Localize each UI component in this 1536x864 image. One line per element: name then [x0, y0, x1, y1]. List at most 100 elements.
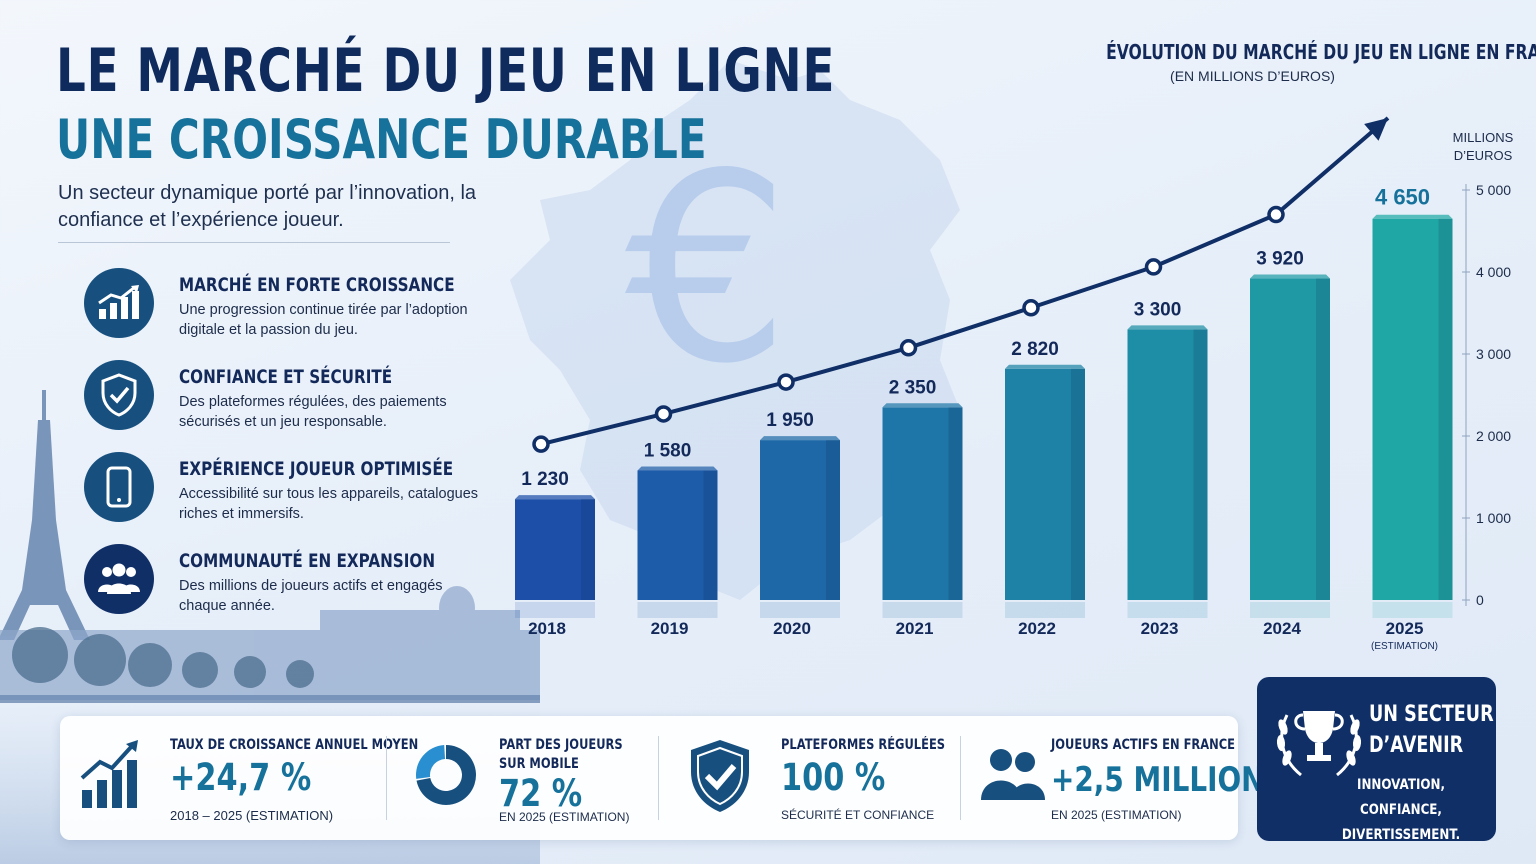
chart-title: ÉVOLUTION DU MARCHÉ DU JEU EN LIGNE EN F…: [1106, 40, 1536, 64]
players-icon: [981, 749, 1045, 800]
y-axis-label: MILLIONS: [1453, 130, 1514, 145]
y-tick-label: 2 000: [1476, 428, 1511, 444]
x-tick-label: 2018: [528, 619, 566, 638]
bar-shade: [826, 440, 840, 600]
bar-value-label: 3 920: [1256, 249, 1304, 270]
trend-point: [777, 373, 795, 391]
donut-main-segment: [416, 745, 476, 805]
bar-reflection: [882, 602, 963, 618]
stats-panel: TAUX DE CROISSANCE ANNUEL MOYEN +24,7 % …: [60, 716, 1285, 840]
stat-active-players: JOUEURS ACTIFS EN FRANCE +2,5 MILLIONS E…: [961, 716, 1285, 840]
growth-chart-icon: [84, 268, 154, 338]
bar-reflection: [760, 602, 840, 618]
bar-shade: [1316, 278, 1330, 600]
feature-item-community: COMMUNAUTÉ EN EXPANSION Des millions de …: [84, 544, 504, 620]
trend-point: [1144, 258, 1163, 276]
x-tick-label: 2020: [773, 619, 811, 638]
bar-shade: [1071, 368, 1085, 600]
x-tick-label: 2022: [1018, 619, 1056, 638]
stats-separator: [386, 736, 387, 820]
stat-label: PLATEFORMES RÉGULÉES: [781, 737, 946, 753]
bar-value-label: 2 350: [889, 377, 937, 398]
stat-value: +24,7 %: [170, 756, 312, 799]
x-tick-label: 2024: [1263, 619, 1301, 638]
stat-growth-rate: TAUX DE CROISSANCE ANNUEL MOYEN +24,7 % …: [60, 716, 418, 840]
bar-top: [1005, 364, 1085, 369]
bar-shade: [1438, 218, 1453, 600]
growth-bars-icon: [80, 740, 138, 808]
smartphone-icon: [84, 452, 154, 522]
y-tick-label: 4 000: [1476, 264, 1511, 280]
bar-reflection: [1372, 602, 1453, 618]
bar-top: [1372, 214, 1453, 219]
page-title: LE MARCHÉ DU JEU EN LIGNE: [56, 36, 836, 106]
x-tick-label: 2021: [896, 619, 934, 638]
euro-icon: €: [625, 119, 791, 421]
shield-check-icon: [84, 360, 154, 430]
bar-shade: [1193, 329, 1208, 600]
stat-note: SÉCURITÉ ET CONFIANCE: [781, 808, 935, 822]
stat-label: TAUX DE CROISSANCE ANNUEL MOYEN: [170, 737, 419, 753]
bar-2020: [760, 440, 840, 600]
trend-line: [540, 116, 1390, 447]
x-tick-label: 2019: [651, 619, 689, 638]
bar-shade: [948, 407, 963, 600]
page-description: Un secteur dynamique porté par l’innovat…: [58, 182, 477, 231]
y-tick-label: 3 000: [1476, 346, 1511, 362]
trophy-laurel-icon: [1276, 711, 1362, 777]
trend-point: [1022, 299, 1040, 317]
feature-item-experience: EXPÉRIENCE JOUEUR OPTIMISÉE Accessibilit…: [84, 452, 504, 528]
bar-top: [637, 466, 718, 471]
bar-value-label: 1 580: [644, 440, 692, 461]
bar-2021: [882, 407, 963, 600]
x-tick-note: (ESTIMATION): [1371, 641, 1438, 652]
bar-reflection: [515, 602, 595, 618]
bar-2024: [1250, 278, 1330, 600]
badge-description: INNOVATION, CONFIANCE, DIVERTISSEMENT.: [1341, 777, 1461, 843]
trend-point: [899, 339, 918, 357]
stat-mobile-share: PART DES JOUEURS SUR MOBILE 72 % EN 2025…: [387, 716, 657, 840]
stats-separator: [658, 736, 659, 820]
bar-shade: [581, 499, 595, 600]
bar-reflection: [1005, 602, 1085, 618]
stat-value: 100 %: [781, 756, 886, 799]
feature-description: Accessibilité sur tous les appareils, ca…: [179, 486, 479, 522]
bar-2018: [515, 499, 595, 600]
stat-value: 72 %: [499, 772, 583, 815]
trend-point: [654, 405, 673, 423]
trend-point: [532, 435, 550, 453]
donut-chart-icon: [416, 745, 476, 805]
bar-2022: [1005, 368, 1085, 600]
bar-value-label: 3 300: [1134, 299, 1182, 320]
y-tick-label: 0: [1476, 592, 1484, 608]
feature-description: Des millions de joueurs actifs et engagé…: [179, 578, 443, 614]
chart-subtitle: (EN MILLIONS D’EUROS): [1170, 68, 1335, 84]
stat-value: +2,5 MILLIONS: [1051, 760, 1285, 800]
stat-label: PART DES JOUEURS: [499, 737, 623, 753]
feature-title: CONFIANCE ET SÉCURITÉ: [179, 366, 393, 388]
bar-value-label: 2 820: [1011, 339, 1059, 360]
bar-value-label: 4 650: [1375, 185, 1430, 210]
bar-2023: [1127, 329, 1208, 600]
stat-note: 2018 – 2025 (ESTIMATION): [170, 808, 334, 823]
market-bar-chart: MILLIONS D’EUROS 0 1 000 2 000 3 000 4 000 5 …: [515, 116, 1514, 652]
stat-label: SUR MOBILE: [499, 756, 579, 772]
trend-arrowhead: [1364, 118, 1388, 141]
header-divider: [58, 242, 450, 243]
bar-top: [760, 436, 840, 441]
stat-note: EN 2025 (ESTIMATION): [1051, 808, 1182, 822]
bar-value-label: 1 230: [521, 469, 569, 490]
feature-title: EXPÉRIENCE JOUEUR OPTIMISÉE: [179, 458, 454, 480]
bar-2019: [637, 470, 718, 600]
feature-description: Des plateformes régulées, des paiements …: [179, 394, 447, 430]
x-tick-label: 2025: [1386, 619, 1424, 638]
y-axis-label: D’EUROS: [1454, 148, 1513, 163]
shield-check-icon: [691, 740, 749, 812]
bar-shade: [703, 470, 718, 600]
bar-2025: [1372, 218, 1453, 600]
bar-top: [1250, 274, 1330, 279]
bar-reflection: [637, 602, 718, 618]
bar-reflection: [1127, 602, 1208, 618]
stat-regulated: PLATEFORMES RÉGULÉES 100 % SÉCURITÉ ET C…: [659, 716, 959, 840]
bar-top: [515, 495, 595, 500]
